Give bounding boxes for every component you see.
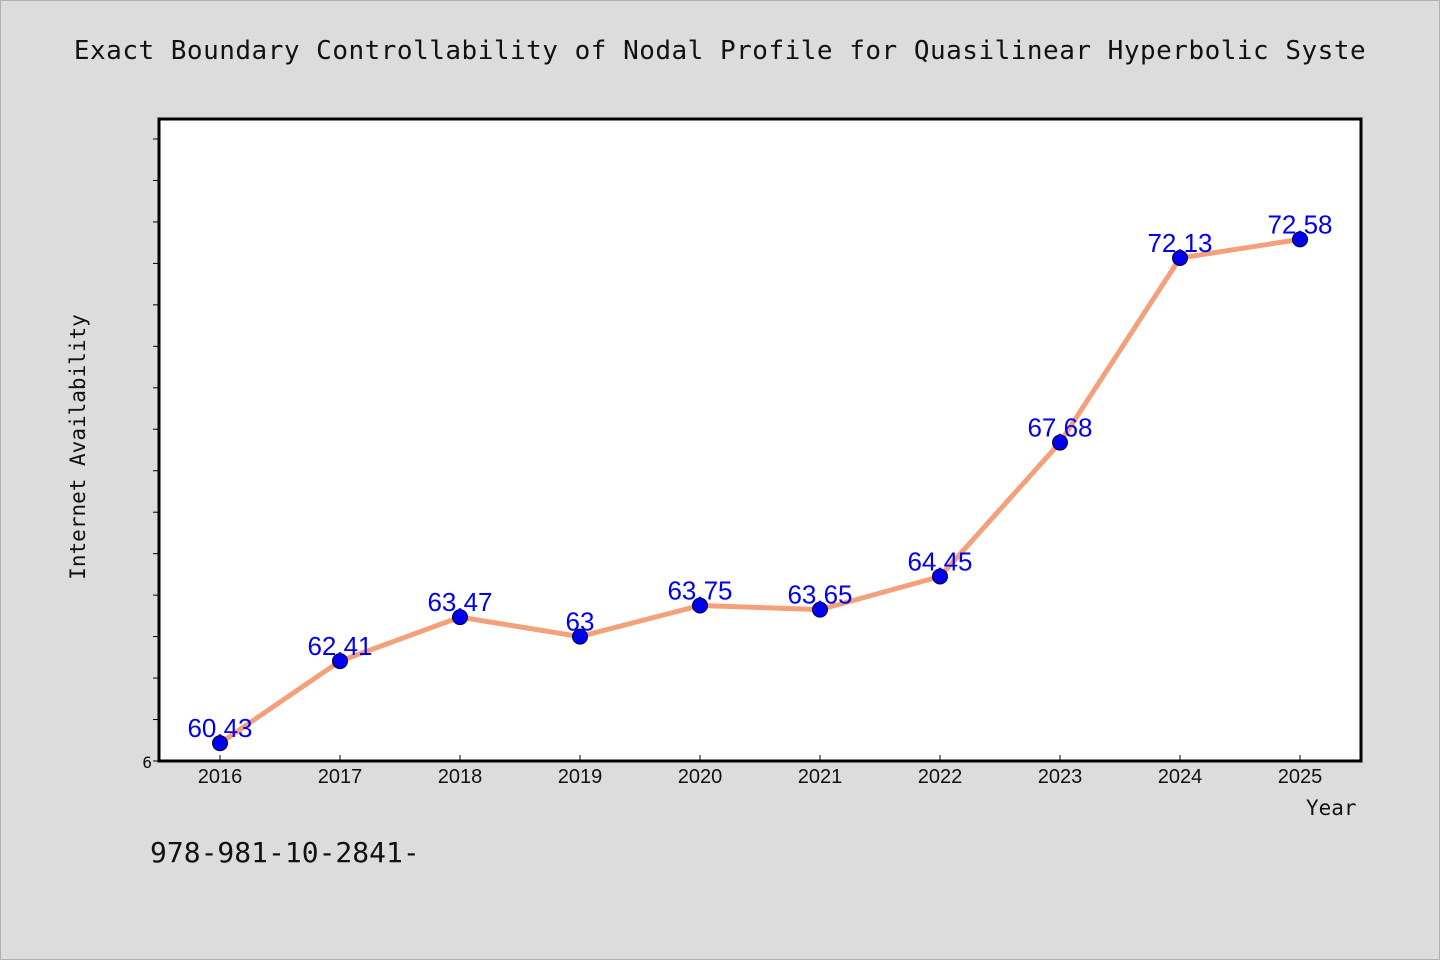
data-label: 72.58	[1267, 209, 1332, 239]
data-label: 63.75	[667, 576, 732, 606]
x-tick-label: 2017	[318, 766, 363, 788]
data-point-marker	[212, 735, 228, 752]
x-axis-label: Year	[1306, 796, 1357, 820]
isbn-footer-text: 978-981-10-2841-	[150, 836, 420, 869]
data-point-marker	[932, 568, 948, 585]
data-point-marker	[692, 597, 708, 614]
data-point-marker	[1172, 250, 1188, 267]
x-tick-label: 2022	[918, 766, 963, 788]
data-point-marker	[452, 609, 468, 626]
series-group: 60.43 62.41 63.47 63 63.75 63.65 64.45 67.68 72.…	[187, 209, 1333, 752]
data-point-marker	[572, 628, 588, 645]
data-label: 63.65	[787, 580, 852, 610]
y-axis-ticks: 6	[142, 138, 159, 772]
data-point-marker	[1052, 434, 1068, 451]
data-label: 62.41	[307, 631, 372, 661]
data-label: 63.47	[427, 587, 492, 617]
x-tick-label: 2023	[1038, 766, 1083, 788]
x-tick-label: 2025	[1278, 766, 1323, 788]
x-tick-label: 2021	[798, 766, 843, 788]
data-point-marker	[332, 653, 348, 670]
y-tick-label: 6	[142, 753, 152, 772]
x-axis-ticks: 2016 2017 2018 2019 2020 2021 2022 2023 2024 2025	[198, 755, 1323, 788]
y-axis-label: Internet Availability	[66, 314, 90, 580]
data-point-marker	[1292, 231, 1308, 248]
x-tick-label: 2019	[558, 766, 603, 788]
data-label: 67.68	[1027, 413, 1092, 443]
series-line	[218, 236, 1301, 746]
x-tick-label: 2024	[1158, 766, 1203, 788]
data-label: 60.43	[187, 713, 252, 743]
x-tick-label: 2018	[438, 766, 483, 788]
data-point-marker	[812, 601, 828, 618]
data-label: 72.13	[1147, 228, 1212, 258]
x-tick-label: 2016	[198, 766, 243, 788]
x-tick-label: 2020	[678, 766, 723, 788]
data-label: 63	[566, 607, 595, 637]
chart-title: Exact Boundary Controllability of Nodal …	[73, 36, 1367, 66]
data-label: 64.45	[907, 546, 972, 576]
